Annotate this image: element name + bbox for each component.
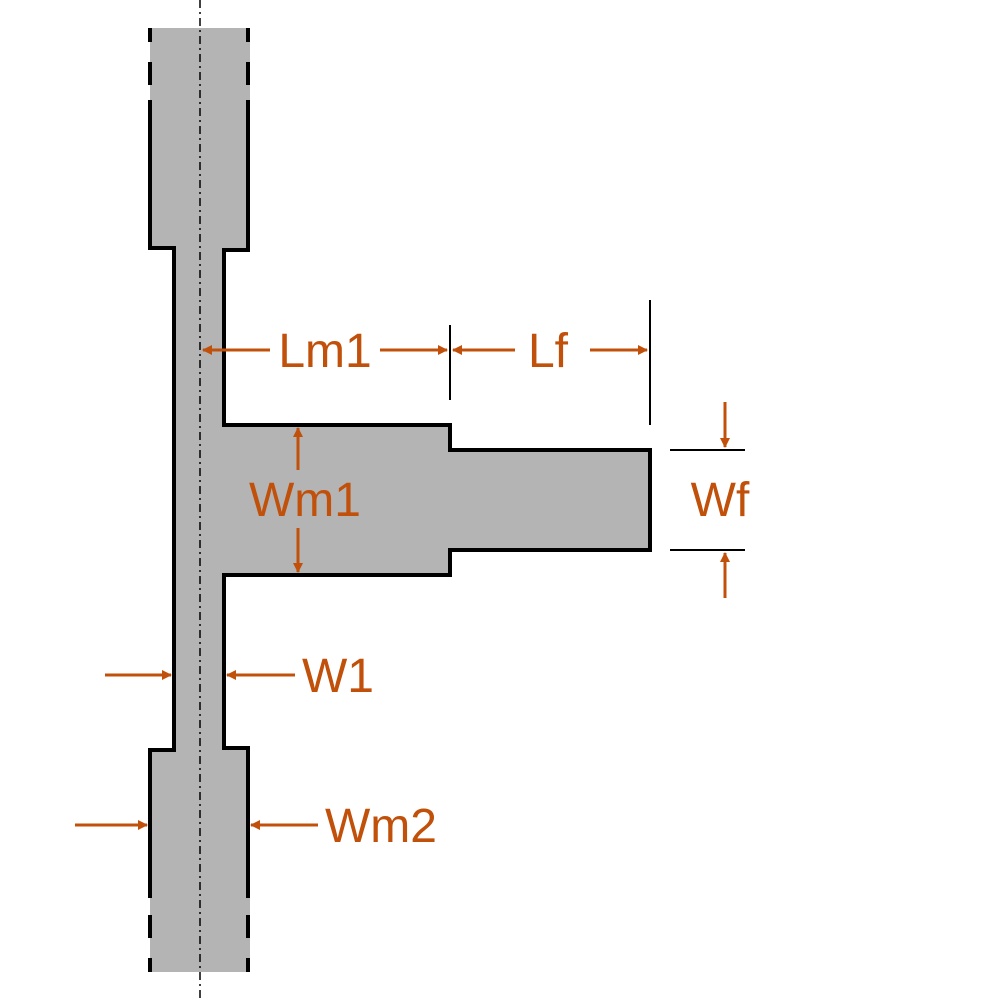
lm1-label: Lm1 (278, 325, 371, 378)
wm2-label: Wm2 (325, 800, 437, 853)
wm1-label: Wm1 (249, 474, 361, 527)
stub-narrow-section (450, 450, 650, 550)
w1-label: W1 (302, 650, 374, 703)
stub-wide-section (224, 425, 450, 575)
dimension-arrows (75, 345, 730, 830)
center-narrow-line (174, 250, 224, 748)
right-outline (222, 100, 652, 898)
wf-label: Wf (691, 474, 750, 527)
dimension-labels: Lm1 Lf Wm1 Wf W1 Wm2 (249, 325, 750, 853)
outline (148, 28, 652, 972)
lf-label: Lf (528, 325, 569, 378)
extension-lines (449, 300, 745, 551)
left-outline (148, 100, 176, 898)
